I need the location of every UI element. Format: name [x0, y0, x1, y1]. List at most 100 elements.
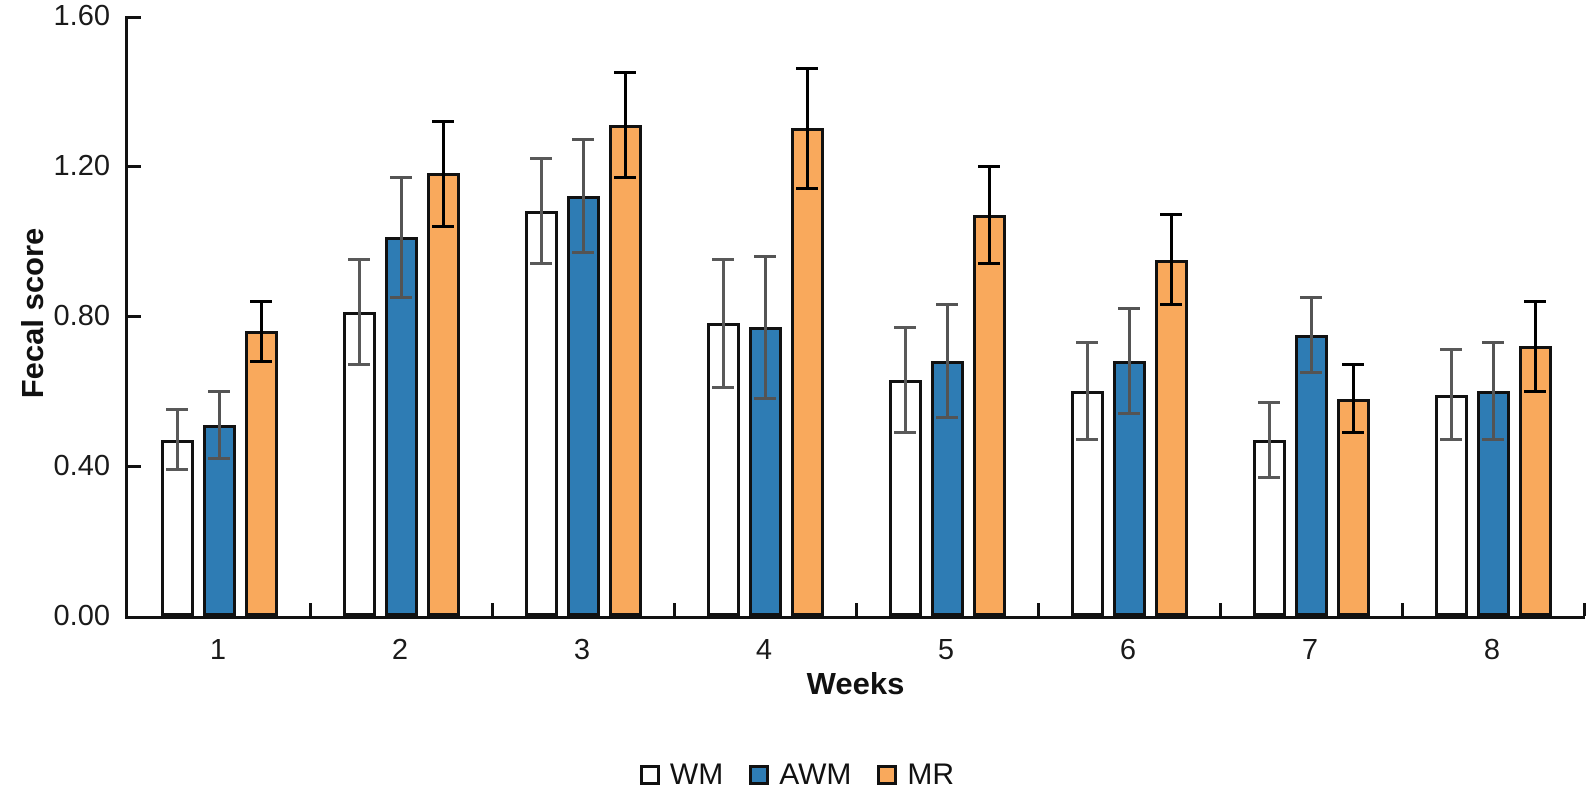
error-bar-awm-week-5 [945, 304, 949, 418]
error-bar-wm-week-2 [357, 259, 361, 365]
error-bar-cap [432, 119, 454, 123]
y-tick-label-1.60: 1.60 [53, 0, 110, 32]
bar-mr-week-4 [790, 128, 824, 616]
error-bar-cap [894, 325, 916, 329]
error-bar-cap [712, 258, 734, 262]
x-tick-label-week-6: 6 [1119, 634, 1137, 666]
legend-item-mr: MR [877, 758, 954, 792]
error-bar-cap [712, 385, 734, 389]
error-bar-mr-week-4 [805, 68, 809, 189]
y-tick-label-1.20: 1.20 [53, 150, 110, 182]
bar-wm-week-8 [1434, 395, 1468, 616]
legend-swatch-mr [877, 765, 898, 785]
y-tick-mark [128, 464, 141, 468]
bar-mr-week-7 [1336, 399, 1370, 616]
legend-label-wm: WM [669, 758, 724, 791]
error-bar-awm-week-7 [1309, 297, 1313, 373]
error-bar-cap [390, 175, 412, 179]
error-bar-wm-week-7 [1267, 402, 1271, 478]
bar-awm-week-3 [566, 196, 600, 616]
x-tick-label-week-3: 3 [573, 634, 591, 666]
x-tick-mark [308, 603, 312, 616]
error-bar-cap [1482, 438, 1504, 442]
error-bar-wm-week-4 [721, 259, 725, 388]
error-bar-cap [754, 254, 776, 258]
error-bar-cap [348, 363, 370, 367]
error-bar-cap [614, 70, 636, 74]
bar-mr-week-1 [244, 331, 278, 616]
x-tick-mark [1582, 603, 1586, 616]
error-bar-cap [530, 262, 552, 265]
bar-mr-week-2 [426, 173, 460, 616]
bar-mr-week-5 [972, 215, 1006, 616]
y-tick-mark [128, 314, 141, 318]
error-bar-cap [1076, 438, 1098, 442]
error-bar-awm-week-1 [217, 391, 221, 459]
error-bar-mr-week-6 [1169, 214, 1173, 305]
error-bar-cap [250, 299, 272, 303]
error-bar-cap [1342, 430, 1364, 434]
error-bar-mr-week-1 [259, 301, 263, 361]
error-bar-cap [614, 175, 636, 179]
x-tick-mark [1218, 603, 1222, 616]
error-bar-cap [1300, 370, 1322, 374]
error-bar-cap [1160, 303, 1182, 307]
error-bar-mr-week-5 [987, 166, 991, 264]
error-bar-wm-week-3 [539, 158, 543, 264]
x-tick-label-week-8: 8 [1483, 634, 1501, 666]
x-tick-label-week-7: 7 [1301, 634, 1319, 666]
error-bar-cap [796, 187, 818, 190]
error-bar-cap [1300, 295, 1322, 299]
error-bar-cap [936, 415, 958, 419]
error-bar-mr-week-8 [1533, 301, 1537, 391]
bar-wm-week-3 [524, 211, 558, 616]
y-tick-mark [128, 16, 141, 19]
error-bar-cap [572, 138, 594, 142]
y-tick-label-0.80: 0.80 [53, 300, 110, 332]
error-bar-cap [1482, 340, 1504, 344]
error-bar-cap [432, 224, 454, 228]
error-bar-cap [936, 303, 958, 307]
error-bar-mr-week-3 [623, 72, 627, 178]
error-bar-cap [348, 258, 370, 262]
legend-label-mr: MR [907, 758, 955, 791]
error-bar-cap [1524, 389, 1546, 393]
x-tick-label-week-4: 4 [755, 634, 773, 666]
legend-label-awm: AWM [779, 758, 852, 791]
error-bar-awm-week-3 [581, 139, 585, 253]
error-bar-cap [1258, 400, 1280, 404]
legend-swatch-wm [639, 765, 660, 785]
error-bar-wm-week-6 [1085, 342, 1089, 440]
bar-awm-week-7 [1294, 335, 1328, 616]
error-bar-awm-week-2 [399, 177, 403, 298]
error-bar-cap [1118, 307, 1140, 310]
x-tick-label-week-5: 5 [937, 634, 955, 666]
error-bar-cap [1440, 348, 1462, 352]
bar-wm-week-4 [706, 323, 740, 616]
error-bar-cap [208, 389, 230, 393]
y-tick-label-0.00: 0.00 [53, 600, 110, 632]
error-bar-cap [166, 408, 188, 412]
error-bar-awm-week-8 [1491, 342, 1495, 440]
error-bar-cap [1440, 438, 1462, 442]
bar-mr-week-3 [608, 125, 642, 616]
x-tick-mark [1036, 603, 1040, 616]
error-bar-cap [1076, 340, 1098, 344]
error-bar-cap [1342, 363, 1364, 367]
error-bar-cap [208, 457, 230, 460]
error-bar-cap [754, 397, 776, 400]
error-bar-wm-week-1 [175, 409, 179, 470]
error-bar-cap [390, 295, 412, 299]
error-bar-cap [1118, 412, 1140, 415]
x-tick-mark [1400, 603, 1404, 616]
x-tick-label-week-2: 2 [391, 634, 409, 666]
error-bar-cap [796, 67, 818, 70]
error-bar-cap [530, 157, 552, 160]
error-bar-mr-week-7 [1351, 364, 1355, 433]
legend-swatch-awm [749, 765, 770, 785]
error-bar-wm-week-8 [1449, 349, 1453, 440]
legend: WM AWM MR [0, 758, 1594, 792]
plot-area [125, 16, 1586, 619]
x-tick-mark [672, 603, 676, 616]
